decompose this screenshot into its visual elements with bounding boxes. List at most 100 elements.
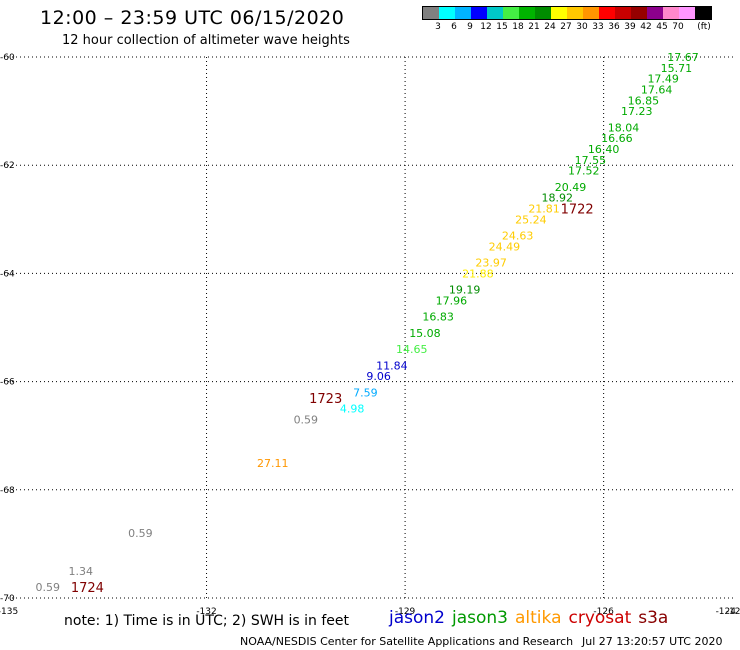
wave-height-label: 17.52 — [568, 165, 600, 178]
legend-label: 39 — [624, 22, 636, 32]
legend-label: 21 — [528, 22, 540, 32]
legend-swatch — [551, 7, 567, 19]
wave-height-label: 0.59 — [294, 413, 319, 426]
legend-label: 42 — [640, 22, 652, 32]
wave-height-label: 21.81 — [528, 202, 560, 215]
legend-label: 15 — [496, 22, 508, 32]
wave-height-label: 23.97 — [475, 257, 507, 270]
wave-height-label: 9.06 — [366, 370, 391, 383]
wave-height-label: 24.63 — [502, 230, 534, 243]
wave-height-label: 16.40 — [588, 143, 620, 156]
wave-height-label: 14.65 — [396, 343, 428, 356]
wave-height-label: 27.11 — [257, 457, 289, 470]
wave-height-label: 17.55 — [575, 154, 607, 167]
wave-height-label: 15.71 — [661, 62, 693, 75]
legend-swatch — [471, 7, 487, 19]
legend-swatch — [535, 7, 551, 19]
wave-height-label: 17.49 — [647, 73, 679, 86]
credit-text: NOAA/NESDIS Center for Satellite Applica… — [240, 635, 574, 648]
lon-tick-label: -132 — [196, 607, 216, 617]
map-grid — [8, 56, 736, 599]
legend-swatch — [487, 7, 503, 19]
wave-height-label: 18.92 — [542, 192, 574, 205]
mission-name: cryosat — [568, 608, 632, 628]
legend-swatch — [583, 7, 599, 19]
mission-legend: jason2 jason3 altika cryosat s3a — [389, 608, 675, 628]
wave-height-label: 11.84 — [376, 359, 408, 372]
wave-height-label: 24.49 — [489, 240, 521, 253]
generation-timestamp: Jul 27 13:20:57 UTC 2020 — [582, 635, 723, 648]
mission-name: s3a — [638, 608, 669, 628]
legend-label: 30 — [576, 22, 588, 32]
wave-height-label: 0.59 — [128, 527, 153, 540]
mission-name: jason2 — [389, 608, 445, 628]
legend-swatch — [567, 7, 583, 19]
lat-tick-label: -60 — [0, 53, 15, 63]
legend-swatch — [439, 7, 455, 19]
mission-name: altika — [515, 608, 562, 628]
lat-tick-label: -68 — [0, 486, 15, 496]
lat-tick-label: -64 — [0, 269, 15, 279]
legend-swatches — [422, 6, 712, 20]
wave-height-label: 17.96 — [436, 294, 468, 307]
legend-label: 24 — [544, 22, 556, 32]
legend-swatch — [503, 7, 519, 19]
orbit-number-label: 1722 — [561, 202, 594, 217]
legend-swatch — [631, 7, 647, 19]
legend-swatch — [695, 7, 711, 19]
lat-tick-label: -62 — [0, 161, 15, 171]
legend-label: (ft) — [697, 22, 711, 32]
page-title: 12:00 – 23:59 UTC 06/15/2020 — [40, 7, 345, 29]
wave-height-label: 19.19 — [449, 284, 481, 297]
wave-height-label: 17.23 — [621, 105, 653, 118]
legend-label: 18 — [512, 22, 524, 32]
wave-height-label: 20.49 — [555, 181, 587, 194]
legend-label: 27 — [560, 22, 572, 32]
footer-note: note: 1) Time is in UTC; 2) SWH is in fe… — [64, 613, 350, 629]
color-legend: 3 6 9 12 15 18 21 24 27 30 33 36 39 42 45 70 (ft) — [422, 6, 712, 34]
legend-swatch — [615, 7, 631, 19]
wave-height-label: 17.67 — [667, 51, 699, 64]
lon-tick-label: -124 — [716, 607, 737, 617]
legend-labels: 3 6 9 12 15 18 21 24 27 30 33 36 39 42 45 70 (ft) — [422, 22, 711, 34]
orbit-labels: 1721172217231724 — [71, 202, 594, 596]
legend-swatch — [599, 7, 615, 19]
lon-tick-label: -126 — [593, 607, 614, 617]
wave-height-label: 0.59 — [35, 581, 60, 594]
wave-height-label: 4.98 — [340, 403, 365, 416]
lon-tick-label: -129 — [395, 607, 416, 617]
legend-swatch — [423, 7, 439, 19]
wave-height-label: 7.59 — [353, 386, 378, 399]
legend-label: 45 — [656, 22, 668, 32]
mission-name: jason3 — [452, 608, 508, 628]
wave-height-label: 25.24 — [515, 213, 547, 226]
lon-tick-label: -135 — [0, 607, 18, 617]
lat-tick-label: -66 — [0, 378, 15, 388]
page-subtitle: 12 hour collection of altimeter wave hei… — [62, 33, 350, 48]
legend-label: 6 — [451, 22, 457, 32]
legend-label: 12 — [480, 22, 492, 32]
map-ticks: -135 -132 -129 -126 -123-124 -60 -62 -64 -66 -68 -… — [0, 53, 740, 617]
lat-tick-label: -70 — [0, 594, 15, 604]
wave-height-label: 16.85 — [628, 94, 660, 107]
legend-swatch — [679, 7, 695, 19]
wave-height-label: 15.08 — [409, 327, 441, 340]
legend-label: 36 — [608, 22, 620, 32]
legend-label: 33 — [592, 22, 604, 32]
legend-swatch — [647, 7, 663, 19]
orbit-number-label: 1723 — [309, 392, 342, 407]
wave-height-label: 1.34 — [69, 565, 94, 578]
legend-swatch — [519, 7, 535, 19]
lon-tick-label: -123 — [726, 607, 740, 617]
orbit-number-label: 1724 — [71, 581, 104, 596]
legend-label: 3 — [435, 22, 441, 32]
wave-height-label: 17.64 — [641, 83, 673, 96]
legend-swatch — [663, 7, 679, 19]
wave-height-label: 21.88 — [462, 267, 494, 280]
legend-swatch — [455, 7, 471, 19]
wave-height-label: 16.66 — [601, 132, 633, 145]
wave-height-label: 16.83 — [422, 311, 454, 324]
legend-label: 9 — [467, 22, 473, 32]
